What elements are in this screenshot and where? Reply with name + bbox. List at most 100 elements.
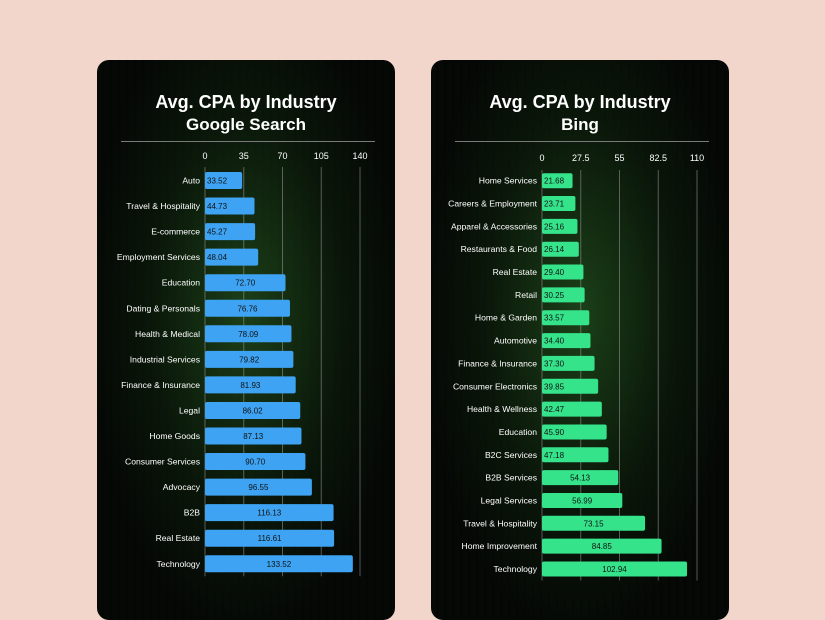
google-title-divider — [121, 141, 375, 142]
google-category-label: Education — [162, 278, 200, 288]
google-value-label: 87.13 — [243, 432, 264, 441]
google-value-label: 116.13 — [257, 509, 281, 518]
bing-bar — [542, 424, 607, 440]
bing-value-label: 25.16 — [544, 222, 565, 231]
bing-value-label: 73.15 — [584, 519, 605, 528]
bing-value-label: 33.57 — [544, 314, 565, 323]
google-bar — [205, 299, 290, 317]
google-category-label: Advocacy — [163, 482, 201, 492]
google-bar — [205, 172, 243, 189]
google-category-label: Health & Medical — [135, 329, 200, 339]
google-bar — [205, 197, 255, 215]
bing-x-tick-label: 0 — [539, 153, 544, 163]
bing-value-label: 30.25 — [544, 291, 565, 300]
bing-bar — [542, 333, 591, 349]
google-category-label: E-commerce — [151, 227, 200, 237]
bing-value-label: 42.47 — [544, 405, 565, 414]
bing-x-tick-label: 82.5 — [649, 153, 667, 163]
bing-bar — [542, 173, 573, 189]
bing-value-label: 37.30 — [544, 359, 565, 368]
bing-value-label: 47.18 — [544, 451, 565, 460]
google-x-tick-label: 70 — [277, 151, 287, 161]
bing-category-label: Restaurants & Food — [461, 244, 538, 254]
google-category-label: Home Goods — [149, 431, 200, 441]
bing-category-label: Automotive — [494, 336, 537, 346]
bing-value-label: 39.85 — [544, 382, 565, 391]
bing-value-label: 45.90 — [544, 428, 565, 437]
bing-value-label: 21.68 — [544, 177, 565, 186]
bing-value-label: 29.40 — [544, 268, 565, 277]
bing-category-label: Finance & Insurance — [458, 358, 537, 368]
bing-bar — [542, 447, 609, 463]
google-category-label: Real Estate — [156, 533, 201, 543]
bing-bar — [542, 241, 579, 257]
bing-value-label: 26.14 — [544, 245, 565, 254]
google-bar — [205, 504, 334, 522]
bing-x-tick-label: 27.5 — [572, 153, 590, 163]
bing-bar-chart: 0 27.5 55 82.5 110 Home Services 21.68 Careers … — [448, 153, 704, 581]
google-value-label: 90.70 — [245, 458, 266, 467]
google-category-label: Travel & Hospitality — [126, 201, 200, 211]
bing-category-label: Retail — [515, 290, 537, 300]
bing-bar — [542, 218, 578, 234]
google-value-label: 44.73 — [207, 202, 228, 211]
google-bar — [205, 325, 292, 343]
bing-bar — [542, 561, 688, 577]
bing-bar — [542, 287, 585, 303]
bing-chart-card: Avg. CPA by Industry Bing 0 27.5 55 82.5 110… — [431, 60, 729, 620]
bing-category-label: Health & Wellness — [467, 404, 537, 414]
bing-category-label: Home & Garden — [475, 313, 537, 323]
google-value-label: 79.82 — [239, 355, 260, 364]
google-bar — [205, 350, 294, 368]
bing-category-label: Careers & Employment — [448, 199, 537, 209]
google-category-label: Technology — [157, 559, 201, 569]
google-value-label: 96.55 — [248, 483, 269, 492]
bing-x-tick-label: 55 — [614, 153, 624, 163]
bing-bar — [542, 355, 595, 371]
bing-value-label: 54.13 — [570, 474, 591, 483]
bing-category-label: Home Improvement — [462, 541, 538, 551]
bing-category-label: Home Services — [479, 176, 537, 186]
bing-category-label: Education — [499, 427, 537, 437]
google-bar — [205, 223, 256, 241]
bing-category-label: B2B Services — [485, 473, 537, 483]
google-value-label: 133.52 — [267, 560, 292, 569]
google-value-label: 45.27 — [207, 228, 228, 237]
bing-category-label: Travel & Hospitality — [463, 518, 537, 528]
bing-value-label: 84.85 — [592, 542, 613, 551]
google-value-label: 81.93 — [240, 381, 261, 390]
google-value-label: 33.52 — [207, 177, 228, 186]
google-bar-chart: 0 35 70 105 140 Auto 33.52 Travel & Hospitality… — [117, 151, 368, 577]
bing-value-label: 56.99 — [572, 496, 593, 505]
bing-bar — [542, 310, 590, 326]
bing-category-label: Legal Services — [481, 495, 537, 505]
bing-chart-subtitle: Bing — [561, 115, 599, 134]
bing-category-label: Apparel & Accessories — [451, 221, 537, 231]
google-category-label: Finance & Insurance — [121, 380, 200, 390]
bing-bar — [542, 492, 623, 508]
google-category-label: Consumer Services — [125, 457, 200, 467]
bing-value-label: 23.71 — [544, 200, 565, 209]
google-category-label: Dating & Personals — [126, 303, 200, 313]
bing-value-label: 34.40 — [544, 337, 565, 346]
google-value-label: 78.09 — [238, 330, 259, 339]
bing-bar — [542, 470, 619, 486]
google-bar — [205, 376, 296, 394]
google-value-label: 86.02 — [243, 406, 264, 415]
bing-title-divider — [455, 141, 709, 142]
google-chart-title: Avg. CPA by Industry — [155, 92, 337, 112]
bing-category-label: B2C Services — [485, 450, 537, 460]
bing-bar — [542, 401, 602, 417]
google-bar — [205, 478, 312, 496]
google-value-label: 48.04 — [207, 253, 228, 262]
google-category-label: Employment Services — [117, 252, 200, 262]
bing-bar — [542, 538, 662, 554]
google-bar — [205, 427, 302, 445]
google-category-label: B2B — [184, 508, 201, 518]
google-category-label: Industrial Services — [130, 354, 200, 364]
bing-category-label: Real Estate — [493, 267, 538, 277]
google-chart-subtitle: Google Search — [186, 115, 306, 134]
google-value-label: 76.76 — [237, 304, 258, 313]
bing-value-label: 102.94 — [602, 565, 627, 574]
google-bar — [205, 248, 259, 266]
